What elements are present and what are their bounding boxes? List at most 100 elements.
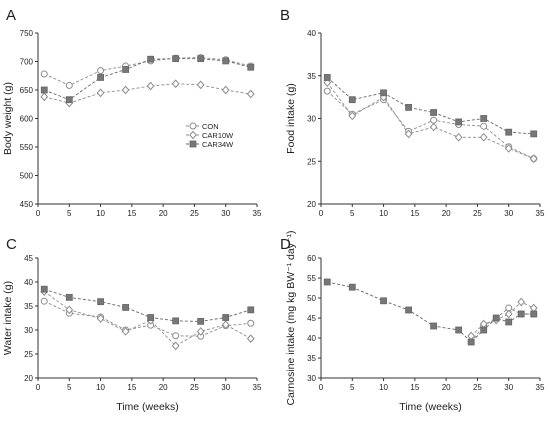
panel-d-series-con [467,304,538,346]
panel-a-series-car34w-point [147,55,155,63]
panel-b-y-tick-label: 30 [307,115,316,124]
panel-c-y-tick-label: 30 [24,326,33,335]
panel-a-legend-marker [189,122,197,130]
panel-c-series-car34w-point [97,298,104,306]
panel-c-x-tick-label: 35 [253,383,262,392]
panel-d-series-car34w-point [480,326,488,334]
panel-b-series-car10w-point [479,132,488,142]
panel-a-y-tick-label: 700 [20,58,34,67]
panel-b-series-car10w-point [348,111,357,121]
panel-b-label: B [280,7,290,24]
panel-d-series-car10w-point [517,297,526,307]
panel-d: D 0 5 10 15 20 25 30 35 30 35 40 45 50 55 60 Carnosine i… [280,230,545,413]
panel-a-series-car34w-point [40,86,48,94]
panel-b-series-con-line [326,90,534,160]
panel-a-series-con-point [40,70,48,78]
panel-d-series-car34w-line [327,281,534,343]
panel-b-series-con-point [480,122,488,130]
panel-a-series-con-point [97,67,105,75]
panel-b-y-tick-label: 20 [307,200,316,209]
panel-d-series-car34w-point [517,310,525,318]
panel-d-x-tick-label: 25 [473,383,482,392]
panel-a-x-tick-label: 15 [127,209,136,218]
panel-b-series-con-point [323,87,331,95]
panel-c-series-con [40,297,255,340]
panel-c-series-car10w [40,287,255,351]
panel-a-series-car10w-point [171,79,180,89]
panel-a-series-car34w-point [122,66,129,73]
panel-a-legend-marker [189,130,197,140]
panel-b-y-tick-label: 25 [307,157,316,166]
panel-a-series-car10w-point [40,92,49,102]
panel-c-series-car10w-point [96,314,105,323]
panel-a-series-con-line [44,57,251,86]
panel-c-x-tick-label: 25 [190,383,199,392]
panel-b-x-tick-label: 35 [536,209,545,218]
panel-a-x-tick-label: 0 [36,209,41,218]
panel-b-series-car34w-line [327,77,534,135]
panel-d-x-tick-label: 10 [379,383,388,392]
panel-b-series-car10w-point [429,122,438,132]
panel-b-series-car34w-point [480,115,488,122]
panel-a-y-tick-label: 450 [20,200,34,209]
panel-a-y-tick-label: 650 [20,86,34,95]
panel-a-series-car10w-point [121,85,130,95]
panel-c-x-tick-label: 10 [96,383,105,392]
panel-b-y-axis-title: Food intake (g) [285,83,297,154]
panel-b: B 0 5 10 15 20 25 30 35 20 25 30 35 40 Food intake (g) [280,7,545,218]
panel-d-series-car34w-point [430,322,438,330]
panel-a-x-tick-label: 25 [190,209,199,218]
panel-c-series-car10w-point [121,327,130,336]
panel-d-series-car10w-line [470,301,534,337]
panel-c-label: C [6,236,17,253]
panel-a-series-car34w-point [247,63,255,71]
panel-b-x-tick-label: 10 [379,209,388,218]
panel-a-y-axis-title: Body weight (g) [2,82,14,155]
panel-a-series-con-point [65,81,73,89]
panel-b-series-car10w-point [504,144,513,153]
panel-b-series-car10w-point [529,154,538,164]
panel-a-series-car34w-point [97,74,104,81]
panel-c-series-car34w-point [65,293,73,301]
panel-c-series-con-point [247,319,255,327]
panel-a-x-tick-label: 10 [96,209,105,218]
panel-b-series-car34w-point [323,74,331,81]
panel-c-series-con-point [40,297,48,305]
panel-b-x-tick-label: 30 [504,209,513,218]
panel-a-series-car34w-line [44,58,251,101]
panel-c-y-tick-label: 25 [24,350,33,359]
panel-c-series-car34w-point [247,306,255,314]
panel-d-series-car34w-point [405,306,413,314]
panel-a-series-car10w-point [246,89,255,99]
panel-b-series-car10w-point [454,132,463,142]
panel-a-series-car34w-point [222,57,230,65]
panel-c-series-car34w-point [40,285,48,293]
panel-d-y-tick-label: 45 [307,314,316,323]
panel-d-label: D [280,236,291,253]
panel-c-y-tick-label: 40 [24,278,33,287]
panel-a-series-car10w-point [196,80,205,90]
panel-a-series-car34w [40,55,255,104]
panel-c-series-car34w-point [122,304,129,311]
panel-c-y-axis-title: Water intake (g) [2,281,14,355]
panel-d-x-tick-label: 0 [319,383,324,392]
legend-entry-con: CON [202,122,219,131]
panel-a-series-car10w-point [96,88,105,98]
panel-d-series-car34w-point [505,318,513,326]
panel-d-series-car34w-point [492,314,500,322]
panel-d-series-car34w-point [455,326,463,334]
panel-d-x-tick-label: 15 [410,383,419,392]
panel-d-series-car34w-point [380,297,387,305]
panel-c-x-tick-label: 30 [221,383,230,392]
panel-b-series-car34w-point [380,89,387,97]
panel-d-x-axis-title: Time (weeks) [399,401,462,413]
panel-c-x-tick-label: 20 [159,383,168,392]
panel-c-x-tick-label: 15 [127,383,136,392]
panel-b-series-car34w-point [348,96,356,104]
panel-c-series-car10w-point [171,341,180,351]
panel-d-x-tick-label: 30 [504,383,513,392]
panel-c-series-car10w-point [246,334,255,343]
panel-d-y-tick-label: 60 [307,254,316,263]
